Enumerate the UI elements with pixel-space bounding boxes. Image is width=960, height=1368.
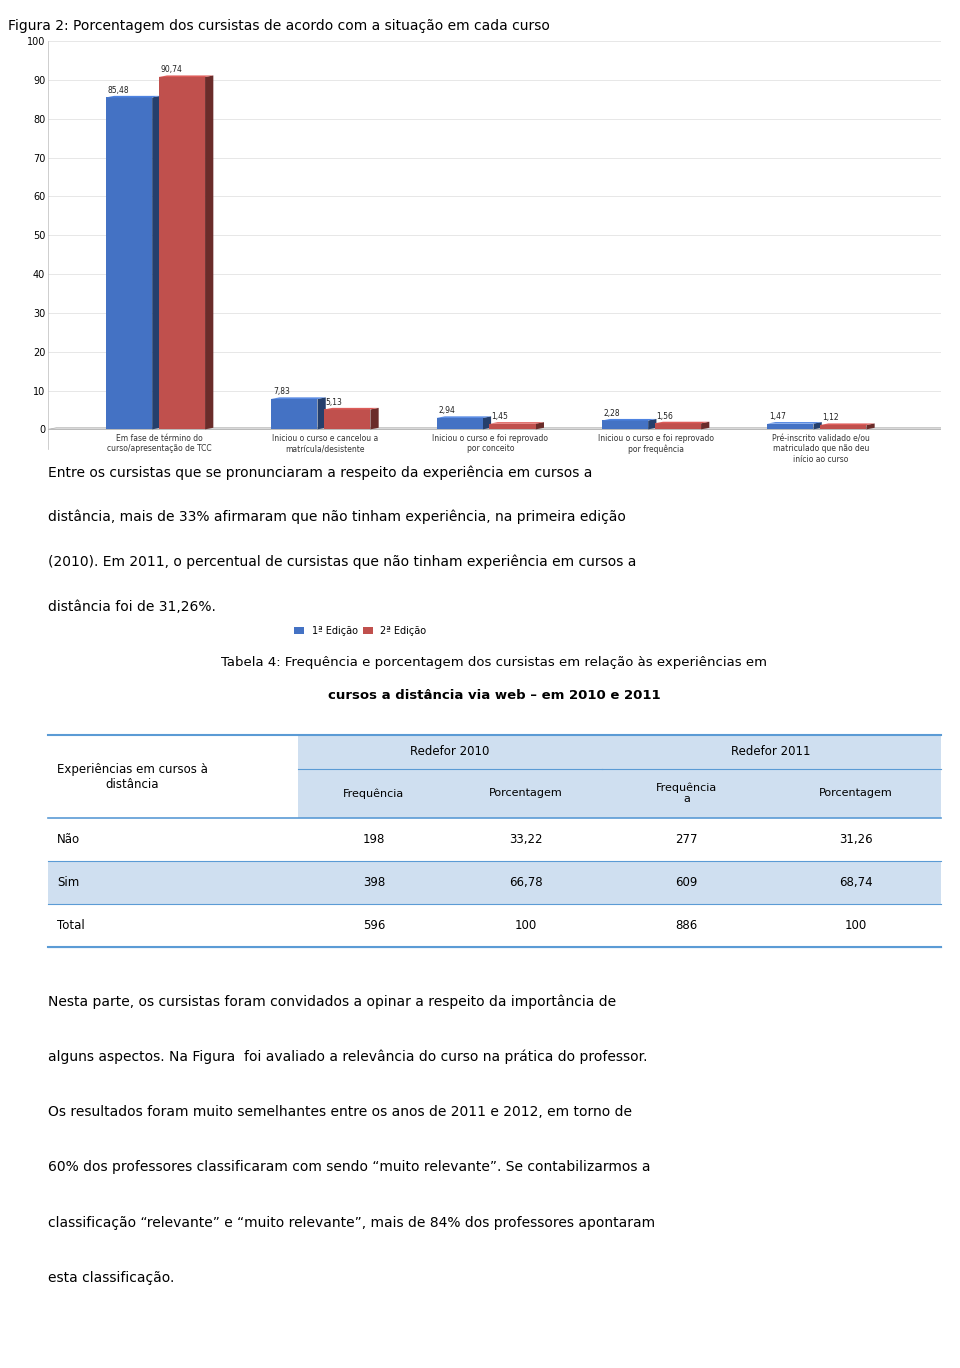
Text: 100: 100	[515, 919, 537, 933]
Bar	[449, 769, 602, 818]
Text: Redefor 2010: Redefor 2010	[410, 746, 490, 758]
Text: Redefor 2011: Redefor 2011	[732, 746, 811, 758]
Polygon shape	[536, 423, 544, 430]
Bar	[655, 423, 701, 430]
Text: Sim: Sim	[57, 877, 79, 889]
Bar	[48, 862, 941, 904]
Text: 66,78: 66,78	[509, 877, 542, 889]
Text: Em fase de término do
curso/apresentação de TCC: Em fase de término do curso/apresentação…	[108, 434, 212, 453]
Text: 1,47: 1,47	[769, 412, 785, 421]
Polygon shape	[371, 408, 378, 430]
Text: 5,13: 5,13	[325, 398, 343, 406]
Text: cursos a distância via web – em 2010 e 2011: cursos a distância via web – em 2010 e 2…	[328, 689, 660, 702]
Polygon shape	[271, 397, 325, 399]
Text: 1,56: 1,56	[657, 412, 673, 420]
Text: Porcentagem: Porcentagem	[819, 788, 893, 799]
Text: 68,74: 68,74	[839, 877, 873, 889]
Polygon shape	[701, 421, 709, 430]
Text: 277: 277	[675, 833, 698, 847]
Bar	[602, 420, 648, 430]
Bar	[324, 409, 371, 430]
Bar	[490, 424, 536, 430]
Text: (2010). Em 2011, o percentual de cursistas que não tinham experiência em cursos : (2010). Em 2011, o percentual de cursist…	[48, 555, 636, 569]
Text: 2,28: 2,28	[604, 409, 620, 417]
Text: Pré-inscrito validado e/ou
matriculado que não deu
início ao curso: Pré-inscrito validado e/ou matriculado q…	[772, 434, 870, 464]
Text: 609: 609	[675, 877, 698, 889]
Text: 398: 398	[363, 877, 385, 889]
Text: 1,45: 1,45	[492, 412, 508, 421]
Polygon shape	[866, 424, 875, 430]
Text: distância, mais de 33% afirmaram que não tinham experiência, na primeira edição: distância, mais de 33% afirmaram que não…	[48, 510, 626, 524]
Polygon shape	[437, 416, 492, 419]
Text: Frequência: Frequência	[344, 788, 404, 799]
Text: Iniciou o curso e foi reprovado
por frequência: Iniciou o curso e foi reprovado por freq…	[597, 434, 713, 454]
Polygon shape	[152, 96, 160, 430]
Bar	[158, 77, 205, 430]
Text: Figura 2: Porcentagem dos cursistas de acordo com a situação em cada curso: Figura 2: Porcentagem dos cursistas de a…	[8, 19, 550, 33]
Text: Iniciou o curso e cancelou a
matrícula/desistente: Iniciou o curso e cancelou a matrícula/d…	[272, 434, 378, 453]
Legend: 1ª Edição, 2ª Edição: 1ª Edição, 2ª Edição	[291, 622, 430, 640]
Text: alguns aspectos. Na Figura  foi avaliado a relevância do curso na prática do pro: alguns aspectos. Na Figura foi avaliado …	[48, 1049, 647, 1064]
Polygon shape	[655, 421, 709, 423]
Text: 33,22: 33,22	[509, 833, 542, 847]
Bar	[771, 769, 941, 818]
Text: 1,12: 1,12	[822, 413, 838, 423]
Text: Não: Não	[57, 833, 80, 847]
Polygon shape	[648, 419, 657, 430]
Bar	[820, 425, 866, 430]
Text: 90,74: 90,74	[160, 66, 182, 74]
Text: 31,26: 31,26	[839, 833, 873, 847]
Polygon shape	[602, 419, 657, 420]
Polygon shape	[205, 75, 213, 430]
Text: Porcentagem: Porcentagem	[489, 788, 563, 799]
Polygon shape	[490, 423, 544, 424]
Text: Tabela 4: Frequência e porcentagem dos cursistas em relação às experiências em: Tabela 4: Frequência e porcentagem dos c…	[222, 655, 767, 669]
Text: Nesta parte, os cursistas foram convidados a opinar a respeito da importância de: Nesta parte, os cursistas foram convidad…	[48, 995, 616, 1010]
Polygon shape	[106, 96, 160, 97]
Text: 7,83: 7,83	[273, 387, 290, 397]
Polygon shape	[820, 424, 875, 425]
Text: 886: 886	[675, 919, 698, 933]
Text: Iniciou o curso e foi reprovado
por conceito: Iniciou o curso e foi reprovado por conc…	[432, 434, 548, 453]
Polygon shape	[813, 423, 822, 430]
Text: Total: Total	[57, 919, 84, 933]
Text: 2,94: 2,94	[438, 406, 455, 416]
Polygon shape	[767, 423, 822, 424]
Text: 198: 198	[363, 833, 385, 847]
Bar	[48, 736, 298, 818]
Bar	[106, 97, 152, 430]
Bar	[602, 736, 941, 769]
Text: Experiências em cursos à
distância: Experiências em cursos à distância	[57, 763, 207, 791]
Text: Os resultados foram muito semelhantes entre os anos de 2011 e 2012, em torno de: Os resultados foram muito semelhantes en…	[48, 1105, 632, 1119]
Text: esta classificação.: esta classificação.	[48, 1271, 175, 1285]
Text: 85,48: 85,48	[108, 86, 130, 94]
Text: classificação “relevante” e “muito relevante”, mais de 84% dos professores apont: classificação “relevante” e “muito relev…	[48, 1216, 655, 1230]
Text: distância foi de 31,26%.: distância foi de 31,26%.	[48, 599, 216, 614]
Bar	[298, 736, 602, 769]
Text: Entre os cursistas que se pronunciaram a respeito da experiência em cursos a: Entre os cursistas que se pronunciaram a…	[48, 465, 592, 480]
Text: 60% dos professores classificaram com sendo “muito relevante”. Se contabilizarmo: 60% dos professores classificaram com se…	[48, 1160, 651, 1175]
Polygon shape	[318, 397, 325, 430]
Polygon shape	[48, 428, 949, 430]
Bar	[298, 769, 450, 818]
Polygon shape	[483, 416, 492, 430]
Polygon shape	[158, 75, 213, 77]
Bar	[271, 399, 318, 430]
Bar	[437, 419, 483, 430]
Text: 100: 100	[845, 919, 867, 933]
Text: 596: 596	[363, 919, 385, 933]
Polygon shape	[324, 408, 378, 409]
Text: Frequência
a: Frequência a	[656, 782, 717, 804]
Bar	[602, 769, 771, 818]
Bar	[767, 424, 813, 430]
